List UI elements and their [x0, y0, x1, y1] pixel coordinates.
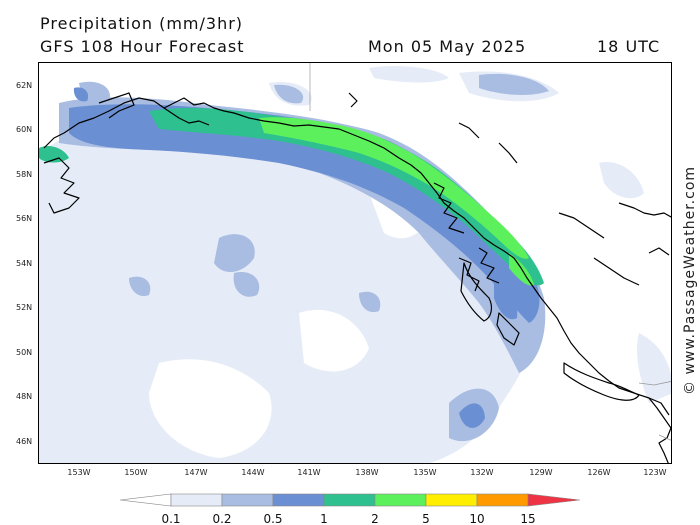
coastline: [43, 92, 671, 463]
lat-tick-60n: 60N: [16, 125, 33, 134]
legend-max-arrow: [527, 493, 581, 507]
lat-tick-56n: 56N: [16, 214, 33, 223]
legend-label-15: 15: [520, 512, 536, 525]
legend-swatch-10: [476, 493, 529, 507]
legend-label-0-1: 0.1: [161, 512, 181, 525]
legend-swatch-0-2: [221, 493, 274, 507]
lon-tick-147w: 147W: [184, 468, 208, 477]
lon-tick-135w: 135W: [413, 468, 437, 477]
watermark-text: © www.PassageWeather.com: [682, 165, 698, 395]
legend-min-arrow: [119, 493, 172, 507]
lat-tick-46n: 46N: [16, 437, 33, 446]
legend-swatch-0-1: [170, 493, 223, 507]
legend-swatch-0-5: [272, 493, 325, 507]
lat-tick-54n: 54N: [16, 259, 33, 268]
lat-tick-52n: 52N: [16, 303, 33, 312]
legend-label-10: 10: [469, 512, 485, 525]
precip-color-legend: [119, 493, 581, 507]
legend-label-2: 2: [371, 512, 379, 525]
lon-tick-132w: 132W: [470, 468, 494, 477]
legend-swatch-1: [323, 493, 376, 507]
forecast-subtitle: GFS 108 Hour Forecast: [40, 37, 245, 56]
lon-tick-123w: 123W: [643, 468, 667, 477]
lon-tick-141w: 141W: [297, 468, 321, 477]
legend-label-5: 5: [422, 512, 430, 525]
lat-tick-50n: 50N: [16, 348, 33, 357]
legend-label-0-2: 0.2: [212, 512, 232, 525]
lon-tick-126w: 126W: [587, 468, 611, 477]
forecast-date: Mon 05 May 2025: [368, 37, 527, 56]
legend-label-1: 1: [320, 512, 328, 525]
lon-tick-150w: 150W: [124, 468, 148, 477]
map-canvas: [39, 63, 671, 463]
legend-swatch-5: [425, 493, 478, 507]
legend-label-0-5: 0.5: [263, 512, 283, 525]
map-title: Precipitation (mm/3hr): [40, 14, 244, 33]
lat-tick-62n: 62N: [16, 81, 33, 90]
precipitation-map: [38, 62, 672, 464]
lon-tick-144w: 144W: [241, 468, 265, 477]
legend-swatch-2: [374, 493, 427, 507]
forecast-time: 18 UTC: [597, 37, 661, 56]
lon-tick-153w: 153W: [67, 468, 91, 477]
lat-tick-48n: 48N: [16, 392, 33, 401]
lon-tick-138w: 138W: [355, 468, 379, 477]
border-lines: [638, 381, 671, 441]
lat-tick-58n: 58N: [16, 170, 33, 179]
lon-tick-129w: 129W: [529, 468, 553, 477]
